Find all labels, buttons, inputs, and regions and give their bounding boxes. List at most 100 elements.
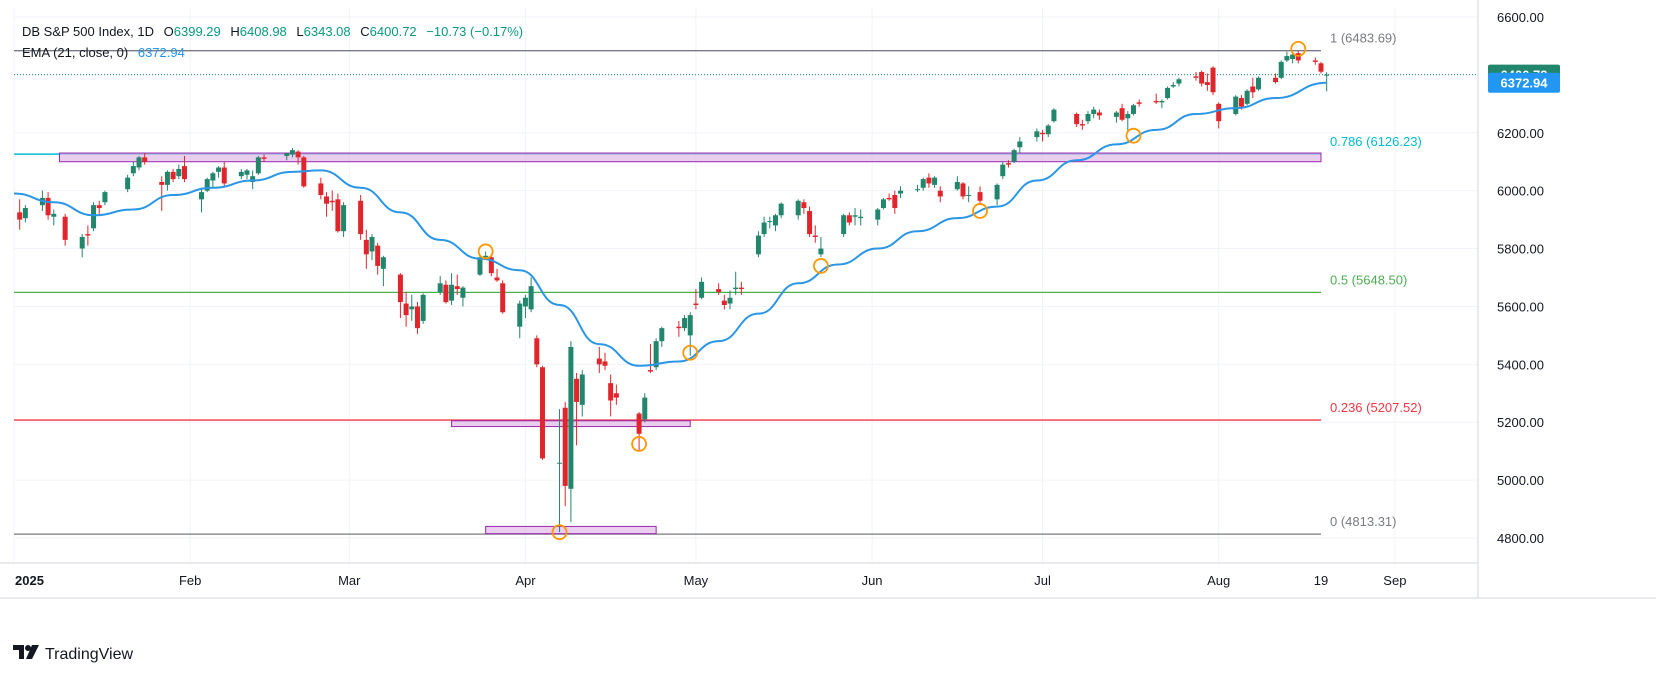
candle-body <box>772 215 778 226</box>
support-zone <box>485 525 657 535</box>
candle <box>818 236 824 258</box>
candle <box>483 251 489 259</box>
candle <box>807 206 813 237</box>
change-value: −10.73 (−0.17%) <box>426 24 524 39</box>
candle <box>238 168 244 180</box>
candle-body <box>1216 103 1222 122</box>
ema-line <box>13 81 1327 367</box>
candle-body <box>892 195 898 209</box>
candle-body <box>102 192 108 203</box>
candle-body <box>397 274 403 303</box>
candle <box>1119 103 1125 122</box>
candle <box>897 186 903 198</box>
candle <box>1074 112 1080 127</box>
candle <box>210 171 216 188</box>
candle-body <box>1324 74 1330 76</box>
candle <box>858 209 864 226</box>
candle-body <box>1000 164 1006 177</box>
x-tick-label: Jul <box>1034 573 1051 588</box>
candle <box>324 192 330 217</box>
candle-body <box>335 199 341 232</box>
ema-value: 6372.94 <box>137 45 185 60</box>
grid <box>13 8 1478 563</box>
candle <box>795 199 801 220</box>
candle <box>125 174 131 193</box>
candle-body <box>716 289 722 292</box>
candle <box>51 209 57 226</box>
candle-body <box>500 283 506 313</box>
candle <box>261 154 267 162</box>
candle <box>937 186 943 203</box>
candle-body <box>539 367 545 459</box>
candle <box>136 155 142 171</box>
candle <box>1216 102 1222 129</box>
candle-body <box>483 255 489 258</box>
candle <box>767 216 773 229</box>
candle-body <box>727 297 733 304</box>
axes: 6600.006400.006200.006000.005800.005600.… <box>0 0 1656 599</box>
candle <box>1113 111 1119 123</box>
candle-body <box>1312 60 1318 62</box>
y-tick-label: 6200.00 <box>1497 126 1544 141</box>
candle <box>812 225 818 243</box>
candle-body <box>414 306 420 329</box>
candle-body <box>1159 100 1165 103</box>
candle <box>375 242 381 275</box>
candle <box>1233 95 1239 116</box>
candle <box>699 277 705 300</box>
candle-body <box>409 306 415 310</box>
candle-body <box>920 179 926 188</box>
candle-body <box>534 338 540 365</box>
candle <box>295 150 301 165</box>
candle-body <box>51 213 57 217</box>
candle <box>1170 82 1176 88</box>
candle <box>1204 73 1210 91</box>
candles <box>17 50 1330 533</box>
candle <box>539 365 545 460</box>
candle-body <box>358 200 364 235</box>
candle <box>216 166 222 178</box>
y-tick-label: 6600.00 <box>1497 10 1544 25</box>
candle-body <box>1079 124 1085 126</box>
tradingview-logo[interactable]: TradingView <box>13 645 133 664</box>
candle <box>1284 51 1290 62</box>
candle <box>454 274 460 295</box>
candle <box>488 255 494 277</box>
candle <box>880 197 886 210</box>
candle-body <box>324 196 330 204</box>
candle-body <box>602 361 608 366</box>
candle <box>1210 66 1216 96</box>
candle <box>892 190 898 214</box>
candle <box>170 168 176 182</box>
candle <box>79 234 85 258</box>
y-tick-label: 5000.00 <box>1497 473 1544 488</box>
tradingview-logo-icon <box>13 645 39 664</box>
candle-body <box>880 199 886 209</box>
candle <box>926 173 932 188</box>
candle-body <box>1125 113 1131 119</box>
high-label: H <box>230 24 240 39</box>
candle-body <box>1318 63 1324 72</box>
candle-body <box>659 328 665 342</box>
candle-body <box>22 208 28 219</box>
candle <box>579 370 585 417</box>
candle <box>647 344 653 374</box>
candle <box>659 326 665 347</box>
candle <box>420 293 426 324</box>
candle-body <box>932 177 938 185</box>
candle <box>596 346 602 374</box>
candle-body <box>204 179 210 191</box>
candle-body <box>437 283 443 292</box>
candle-body <box>1005 163 1011 165</box>
candle <box>62 213 68 246</box>
candle-body <box>687 315 693 336</box>
x-tick-label: Feb <box>179 573 201 588</box>
candle-body <box>1034 131 1040 138</box>
candle-body <box>1040 132 1046 135</box>
candle <box>977 186 983 206</box>
candle-body <box>460 287 466 298</box>
candle-body <box>642 397 648 420</box>
candle <box>329 190 335 211</box>
fibonacci-retracement[interactable]: 1 (6483.69) 0.786 (6126.23) 0.5 (5648.50) 0… <box>14 31 1422 535</box>
